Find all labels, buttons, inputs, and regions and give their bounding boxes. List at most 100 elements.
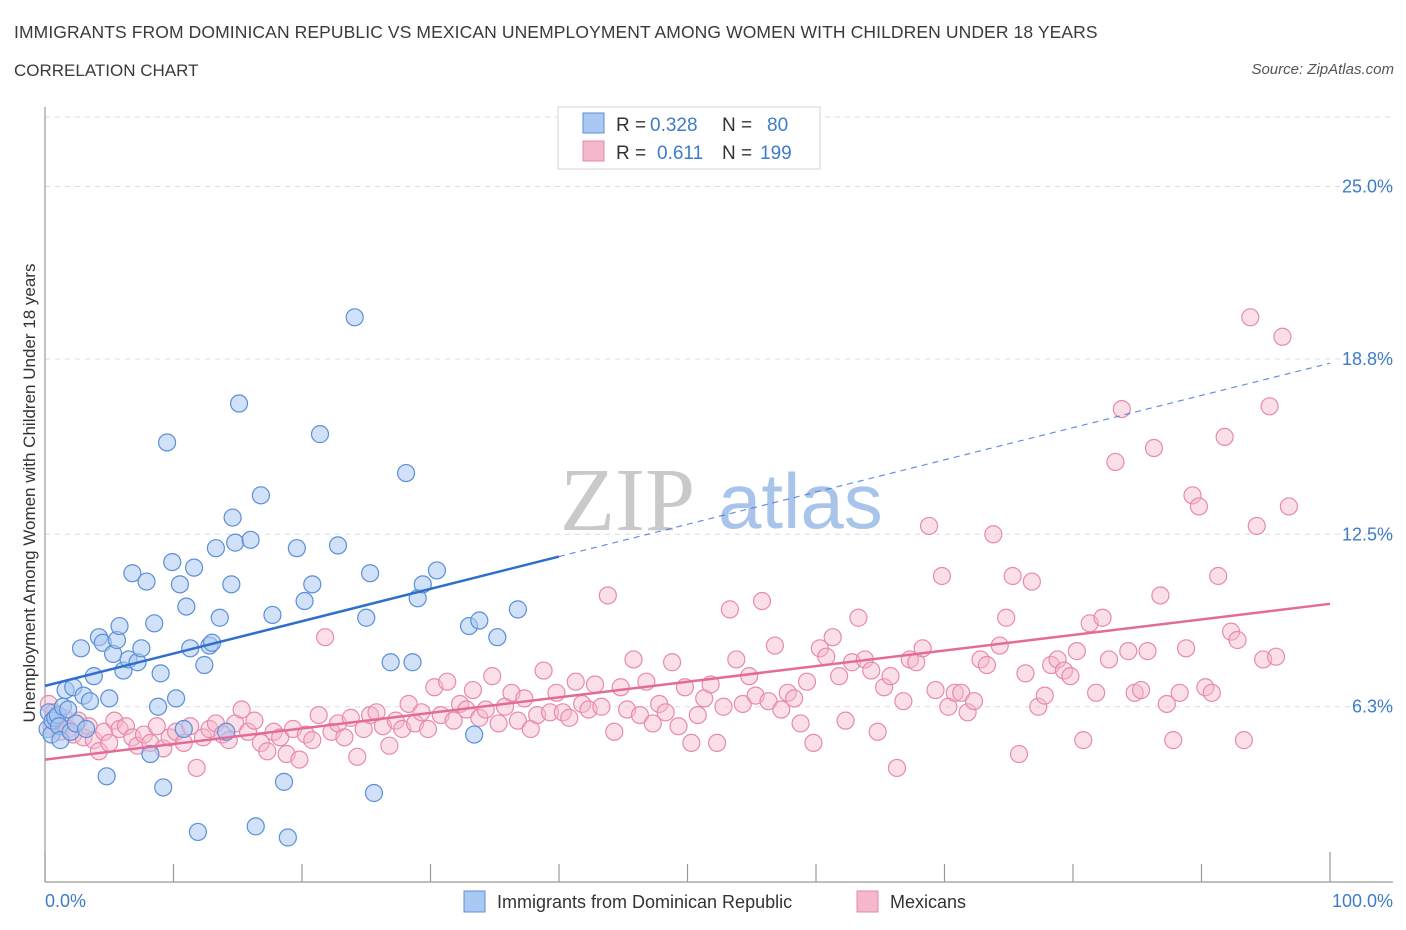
mexicans-point <box>1183 486 1202 505</box>
dominican-point <box>263 605 282 625</box>
legend-swatch-mexicans <box>856 890 879 913</box>
mexicans-point <box>817 647 836 666</box>
mexicans-point <box>380 736 399 755</box>
mexicans-point <box>1132 680 1151 700</box>
mexicans-point <box>418 719 438 739</box>
mexicans-point <box>1164 731 1183 750</box>
mexicans-point <box>727 650 746 669</box>
mexicans-point <box>290 750 309 769</box>
dominican-point <box>241 530 260 549</box>
dominican-point <box>163 552 182 572</box>
pink-swatch <box>582 140 605 162</box>
y-tick-label: 12.5% <box>1342 524 1393 544</box>
dominican-point <box>151 664 170 683</box>
dominican-point <box>465 725 484 744</box>
mexicans-point <box>1176 639 1196 658</box>
mexicans-point <box>958 703 977 722</box>
mexicans-point <box>95 722 114 741</box>
mexicans-point <box>624 650 643 669</box>
mexicans-point <box>303 731 322 750</box>
dominican-point <box>278 828 297 847</box>
dominican-point <box>132 639 151 658</box>
mexicans-point <box>1170 683 1189 702</box>
chart-title: IMMIGRANTS FROM DOMINICAN REPUBLIC VS ME… <box>14 22 1098 42</box>
mexicans-point <box>1112 399 1131 419</box>
dominican-point <box>345 308 364 327</box>
mexicans-point <box>919 516 939 536</box>
dominican-point <box>226 533 245 552</box>
mexicans-point <box>540 703 560 722</box>
r-value-pink: 0.611 <box>657 143 703 164</box>
x-tick-min: 0.0% <box>45 891 86 911</box>
mexicans-point <box>720 600 740 619</box>
mexicans-point <box>714 697 733 716</box>
mexicans-point <box>1093 608 1112 627</box>
n-value-blue: 80 <box>767 115 788 136</box>
dominican-point <box>59 700 78 719</box>
dominican-point <box>184 558 204 577</box>
mexicans-point <box>585 675 605 694</box>
mexicans-point <box>309 705 328 725</box>
dominican-point <box>174 719 193 739</box>
mexicans-point <box>1260 397 1279 416</box>
mexicans-point <box>952 683 971 702</box>
mexicans-point <box>887 758 907 778</box>
mexicans-point <box>1157 694 1176 714</box>
n-label-blue: N = <box>722 115 752 136</box>
mexicans-point <box>1234 731 1254 750</box>
dominican-point <box>274 772 294 791</box>
mexicans-point <box>1016 664 1035 683</box>
dominican-point <box>170 575 190 594</box>
legend: Immigrants from Dominican Republic Mexic… <box>463 890 966 913</box>
dominican-point <box>251 486 270 505</box>
dominican-point <box>166 689 186 708</box>
mexicans-point <box>515 689 534 708</box>
mexicans-point <box>508 711 527 730</box>
mexicans-point <box>1061 667 1080 686</box>
dominican-point <box>470 611 489 630</box>
mexicans-point <box>232 700 251 719</box>
mexicans-point <box>707 733 727 753</box>
mexicans-point <box>598 586 617 605</box>
mexicans-point <box>977 655 997 675</box>
watermark-zip: ZIP <box>560 451 695 550</box>
blue-swatch <box>582 112 605 134</box>
mexicans-point <box>932 566 952 586</box>
mexicans-point <box>1106 452 1125 472</box>
mexicans-point <box>444 711 463 730</box>
mexicans-point <box>335 728 354 747</box>
dominican-point <box>71 639 91 658</box>
dominican-point <box>141 744 160 764</box>
dominican-point <box>110 616 129 636</box>
mexicans-point <box>611 678 630 697</box>
dominican-point <box>403 653 422 672</box>
dominican-trend-line <box>44 555 560 688</box>
dominican-point <box>361 564 380 583</box>
mexicans-point <box>438 672 457 691</box>
mexicans-point <box>1247 516 1266 536</box>
mexicans-point <box>630 705 650 725</box>
dominican-point <box>77 719 96 739</box>
mexicans-point <box>1009 744 1029 764</box>
r-label-pink: R = <box>616 143 646 164</box>
mexicans-point <box>984 525 1003 544</box>
dominican-point <box>229 394 249 413</box>
x-tick-max: 100.0% <box>1332 891 1393 911</box>
mexicans-point <box>823 628 842 647</box>
dominican-point <box>427 561 447 580</box>
mexicans-point <box>534 661 553 680</box>
dominican-point <box>303 575 322 594</box>
dominican-point <box>145 614 164 633</box>
stats-box: R = 0.328 N = 80 R = 0.611 N = 199 <box>557 106 821 170</box>
mexicans-point <box>643 714 662 733</box>
y-axis-label: Unemployment Among Women with Children U… <box>20 264 39 723</box>
mexicans-point <box>862 661 881 680</box>
mexicans-point <box>116 717 136 736</box>
dominican-point <box>206 539 226 558</box>
mexicans-point <box>1119 642 1138 661</box>
mexicans-point <box>489 714 508 733</box>
mexicans-point <box>399 694 418 714</box>
mexicans-point <box>1151 586 1170 605</box>
dominican-point <box>246 817 265 836</box>
